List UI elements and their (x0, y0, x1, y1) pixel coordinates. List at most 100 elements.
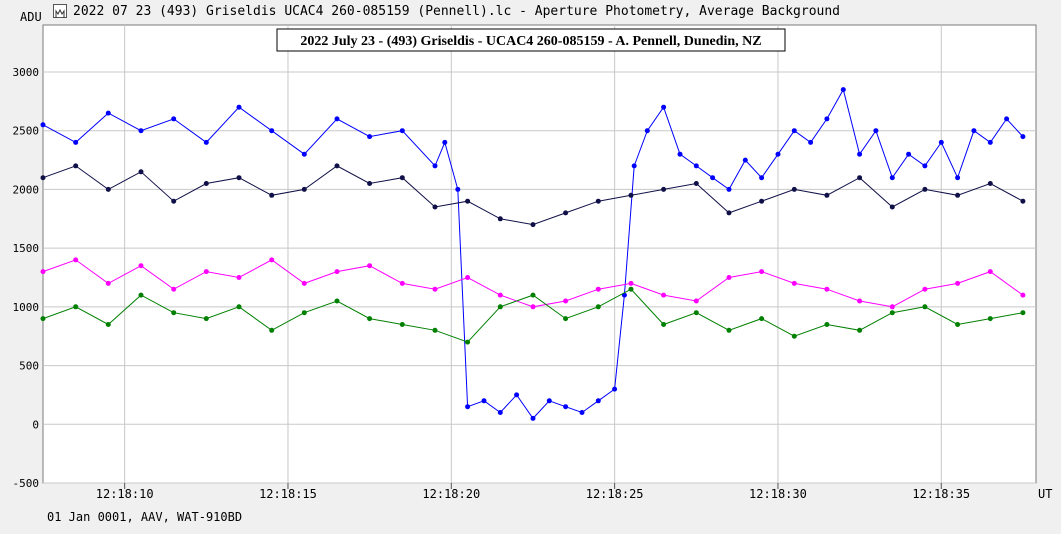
axes: -500 0 500 1000 1500 2000 2500 3000 12:18:10 12:1… (13, 66, 971, 501)
data-point (334, 269, 340, 275)
data-point (631, 163, 637, 169)
data-point (73, 304, 79, 310)
data-point (203, 316, 209, 322)
y-tick-label: 500 (19, 360, 39, 373)
data-point (563, 316, 569, 322)
data-point (857, 298, 863, 304)
data-point (465, 275, 471, 280)
chart-title-frame (276, 28, 786, 52)
data-point (791, 280, 797, 286)
series-layer (40, 87, 1026, 421)
data-point (497, 292, 503, 298)
x-tick-label: 12:18:30 (749, 487, 807, 501)
data-point (955, 322, 961, 327)
y-tick-label: 2500 (13, 125, 40, 138)
y-tick-label: 0 (32, 418, 39, 431)
data-point (971, 128, 977, 134)
data-point (546, 398, 552, 404)
data-point (105, 280, 111, 286)
data-point (105, 110, 111, 116)
data-point (824, 322, 830, 327)
x-tick-label: 12:18:15 (259, 487, 317, 501)
grid-lines (43, 25, 1036, 484)
data-point (922, 186, 928, 192)
chart-title-box: 2022 July 23 - (493) Griseldis - UCAC4 2… (276, 28, 786, 52)
data-point (791, 128, 797, 134)
data-point (530, 304, 536, 310)
data-point (497, 216, 503, 222)
y-tick-label: 1000 (13, 301, 40, 314)
data-point (465, 339, 471, 345)
data-point (367, 134, 373, 140)
data-point (138, 128, 144, 134)
data-point (710, 175, 716, 181)
data-point (661, 186, 667, 192)
data-point (171, 198, 177, 204)
data-point (269, 192, 275, 198)
data-point (808, 139, 814, 145)
data-point (955, 175, 961, 181)
data-point (955, 280, 961, 286)
data-point (857, 151, 863, 157)
data-point (840, 87, 846, 93)
data-point (269, 128, 275, 134)
data-point (759, 198, 765, 204)
data-point (530, 292, 536, 298)
plot-area (42, 24, 1037, 484)
data-point (367, 263, 373, 269)
data-point (334, 163, 340, 169)
data-point (906, 151, 912, 157)
series-0 (40, 87, 1026, 421)
series-2 (40, 257, 1026, 310)
data-point (563, 210, 569, 216)
y-tick-label: 3000 (13, 66, 40, 79)
data-point (465, 198, 471, 204)
data-point (726, 327, 732, 333)
data-point (301, 186, 307, 192)
data-point (742, 157, 748, 163)
x-tick-label: 12:18:35 (912, 487, 970, 501)
data-point (791, 333, 797, 339)
data-point (922, 163, 928, 169)
data-point (171, 310, 177, 316)
x-tick-label: 12:18:10 (96, 487, 154, 501)
data-point (595, 198, 601, 204)
data-point (563, 298, 569, 304)
data-point (661, 104, 667, 110)
data-point (171, 286, 177, 292)
data-point (693, 181, 699, 186)
app-icon[interactable] (53, 4, 67, 18)
data-point (138, 292, 144, 298)
data-point (399, 175, 405, 181)
data-point (563, 404, 569, 410)
data-point (105, 186, 111, 192)
x-tick-label: 12:18:20 (422, 487, 480, 501)
data-point (497, 410, 503, 415)
data-point (726, 186, 732, 192)
data-point (301, 310, 307, 316)
data-point (514, 392, 520, 398)
footer-info: 01 Jan 0001, AAV, WAT-910BD (47, 510, 243, 524)
data-point (138, 169, 144, 175)
data-point (922, 304, 928, 310)
window-title-bar: ADU 2022 07 23 (493) Griseldis UCAC4 260… (0, 0, 1061, 24)
x-axis-label: UT (1038, 487, 1052, 501)
data-point (661, 292, 667, 298)
data-point (1020, 134, 1026, 140)
data-point (432, 163, 438, 169)
data-point (40, 316, 46, 322)
data-point (889, 175, 895, 181)
data-point (759, 269, 765, 275)
data-point (455, 186, 461, 192)
data-point (857, 175, 863, 181)
window-title: 2022 07 23 (493) Griseldis UCAC4 260-085… (73, 4, 841, 19)
data-point (628, 192, 634, 198)
data-point (726, 210, 732, 216)
data-point (432, 204, 438, 210)
y-tick-label: -500 (13, 477, 40, 490)
series-3 (40, 286, 1026, 345)
data-point (791, 186, 797, 192)
data-point (987, 181, 993, 186)
data-point (889, 304, 895, 310)
data-point (203, 269, 209, 275)
